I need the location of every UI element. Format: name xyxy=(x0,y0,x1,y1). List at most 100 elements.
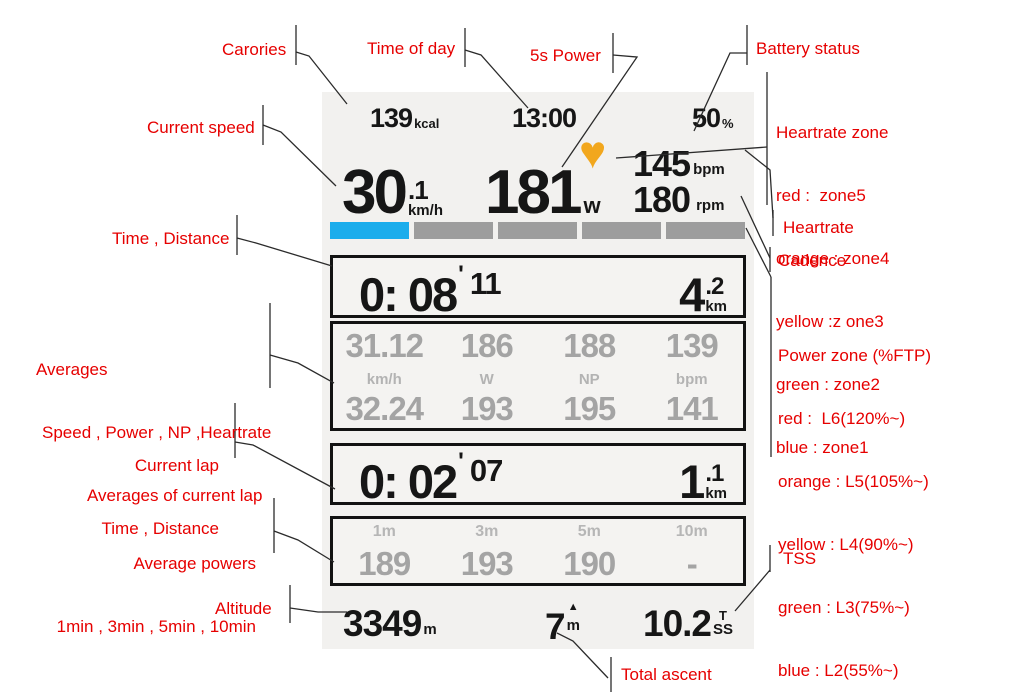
lap-distance-decimal: .1 xyxy=(705,460,724,487)
heartrate-readout: 145 bpm xyxy=(633,143,725,184)
avg-power-1m: 189 xyxy=(358,545,411,582)
lap-avg-np: 195 xyxy=(563,390,616,427)
annotation-altitude: Altitude xyxy=(215,599,272,618)
ascent-value: 7 xyxy=(545,606,566,648)
average-powers-line: 1min , 3min , 5min , 10min xyxy=(56,617,256,636)
distance-value: 4 xyxy=(679,268,705,322)
power-zone-line: orange : L5(105%~) xyxy=(778,472,929,491)
speed-unit: km/h xyxy=(407,201,443,219)
tss-value: 10.2 xyxy=(643,603,712,645)
current-lap-line: Time , Distance xyxy=(101,519,219,538)
battery-readout: 50% xyxy=(692,105,734,132)
hr-zone-line: green : zone2 xyxy=(776,375,880,394)
current-lap-line: Current lap xyxy=(134,456,219,475)
progress-segment xyxy=(330,222,409,239)
lap-time-seconds: 07 xyxy=(469,453,503,488)
avg-power-unit: W xyxy=(479,370,494,388)
lap-distance-unit: km xyxy=(705,485,727,502)
lap-time-prime: ' xyxy=(458,448,464,475)
power-zone-title: Power zone (%FTP) xyxy=(778,346,932,365)
altitude-unit: m xyxy=(423,620,437,638)
hr-zone-line: yellow :z one3 xyxy=(776,312,884,331)
cadence-value: 180 xyxy=(633,179,691,220)
hr-zone-line: red : zone5 xyxy=(776,186,866,205)
bike-computer-display: 139 kcal 13:00 50% 30 .1 km/h 181 w ♥ 145… xyxy=(322,92,754,649)
power-zone-line: green : L3(75%~) xyxy=(778,598,910,617)
tss-superscript: T xyxy=(719,608,727,623)
ride-time-prime: ' xyxy=(458,261,464,288)
calories-unit: kcal xyxy=(414,116,440,131)
tss-subscript: SS xyxy=(713,621,734,638)
battery-unit: % xyxy=(722,116,734,131)
lap-time-main: 0: 02 xyxy=(359,455,458,509)
avg-power-1m-header: 1m xyxy=(372,523,396,540)
avg-power-5m-header: 5m xyxy=(577,523,601,540)
ascent-readout: 7 ▲ m xyxy=(545,602,580,648)
heart-icon: ♥ xyxy=(579,126,607,178)
annotation-power-zone: Power zone (%FTP) red : L6(120%~) orange… xyxy=(778,303,931,693)
ascent-triangle-icon: ▲ xyxy=(567,601,579,613)
cadence-readout: 180 rpm xyxy=(633,179,725,220)
speed-value: 30 xyxy=(342,158,408,227)
avg-power-5m: 190 xyxy=(563,545,616,582)
annotation-heartrate-zone: Heartrate zone red : zone5 orange : zone… xyxy=(776,80,889,500)
avg-power-3m-header: 3m xyxy=(475,523,499,540)
power-unit: w xyxy=(583,192,601,218)
annotation-average-powers: Average powers 1min , 3min , 5min , 10mi… xyxy=(0,511,256,679)
lap-avg-heartrate: 141 xyxy=(665,390,719,427)
power-value: 181 xyxy=(485,158,582,227)
average-powers-line: Average powers xyxy=(133,554,256,573)
progress-segment xyxy=(582,222,661,239)
avg-power-3m: 193 xyxy=(460,545,514,582)
annotation-heartrate: Heartrate xyxy=(783,218,854,237)
progress-segment xyxy=(666,222,745,239)
averages-box: 31.12 186 188 139 km/h W NP bpm 32.24 19… xyxy=(330,321,746,431)
avg-power: 186 xyxy=(460,327,514,364)
avg-power-10m: - xyxy=(686,545,698,582)
hr-zone-line: blue : zone1 xyxy=(776,438,869,457)
battery-value: 50 xyxy=(692,103,721,133)
distance-unit: km xyxy=(705,298,727,315)
ride-time-main: 0: 08 xyxy=(359,268,458,322)
calories-value: 139 xyxy=(370,103,413,133)
avg-np-unit: NP xyxy=(578,370,600,388)
annotation-time-distance: Time , Distance xyxy=(112,229,230,248)
annotation-time-of-day: Time of day xyxy=(367,39,456,58)
cadence-unit: rpm xyxy=(696,197,725,215)
lap-distance-value: 1 xyxy=(679,455,705,509)
annotation-cadence: Cadence xyxy=(778,251,847,270)
avg-heartrate-unit: bpm xyxy=(675,370,708,388)
power-zone-line: yellow : L4(90%~) xyxy=(778,535,914,554)
ride-time-seconds: 11 xyxy=(469,266,502,301)
annotation-battery-status: Battery status xyxy=(756,39,860,58)
power-zone-line: blue : L2(55%~) xyxy=(778,661,899,680)
lap-distance: 1 .1 km xyxy=(679,455,727,509)
hr-zone-title: Heartrate zone xyxy=(776,123,889,142)
annotation-current-speed: Current speed xyxy=(147,118,255,137)
clock-readout: 13:00 xyxy=(512,103,577,133)
hr-zone-line: orange : zone4 xyxy=(776,249,890,268)
average-powers-box: 1m 3m 5m 10m 189 193 190 - xyxy=(330,516,746,586)
annotation-averages: Averages Speed , Power , NP ,Heartrate A… xyxy=(36,317,271,548)
power-readout: 181 w xyxy=(485,158,601,227)
averages-line: Speed , Power , NP ,Heartrate xyxy=(42,423,272,442)
averages-line: Averages xyxy=(36,360,108,379)
lap-time-distance-box: 0: 02 ' 07 1 .1 km xyxy=(330,443,746,505)
distance-decimal: .2 xyxy=(705,273,724,300)
speed-readout: 30 .1 km/h xyxy=(342,158,443,227)
lap-time: 0: 02 ' 07 xyxy=(359,448,503,509)
ride-distance: 4 .2 km xyxy=(679,268,727,322)
ride-time-distance-box: 0: 08 ' 11 4 .2 km xyxy=(330,255,746,318)
annotation-current-lap: Current lap Time , Distance xyxy=(0,413,219,581)
avg-speed: 31.12 xyxy=(345,327,424,364)
avg-heartrate: 139 xyxy=(665,327,719,364)
avg-speed-unit: km/h xyxy=(366,370,402,388)
heartrate-value: 145 xyxy=(633,143,691,184)
annotation-calories: Carories xyxy=(222,40,287,59)
annotation-tss: TSS xyxy=(783,549,817,568)
lap-avg-power: 193 xyxy=(460,390,514,427)
heartrate-unit: bpm xyxy=(693,161,725,179)
annotation-5s-power: 5s Power xyxy=(530,46,601,65)
calories-readout: 139 kcal xyxy=(370,105,439,132)
